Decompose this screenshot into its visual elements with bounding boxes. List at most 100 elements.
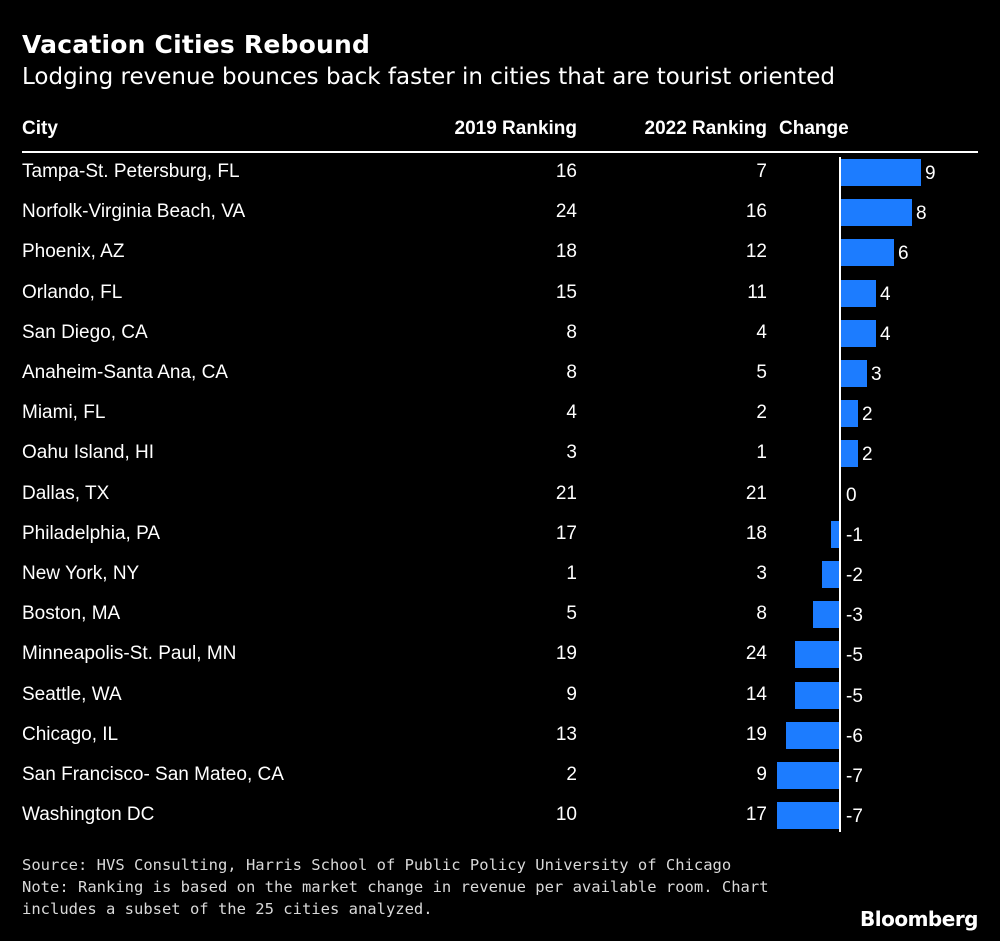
footer: Source: HVS Consulting, Harris School of… (22, 854, 769, 920)
change-label: 2 (862, 444, 873, 466)
change-label: 0 (846, 484, 857, 506)
change-label: -3 (846, 605, 863, 627)
ranking-2019: 18 (555, 241, 577, 263)
source-note: Source: HVS Consulting, Harris School of… (22, 856, 732, 874)
change-label: 9 (925, 163, 936, 184)
city-name: Minneapolis-St. Paul, MN (22, 643, 237, 665)
table-row: Boston, MA 5 8 -3 (0, 594, 1000, 634)
ranking-2022: 3 (756, 563, 767, 584)
change-label: -5 (846, 645, 863, 667)
city-name: Washington DC (22, 804, 155, 826)
change-bar (813, 601, 840, 629)
chart-subtitle: Lodging revenue bounces back faster in c… (22, 64, 835, 90)
city-name: Boston, MA (22, 603, 121, 625)
ranking-2019: 5 (566, 603, 577, 625)
change-label: -7 (846, 766, 863, 787)
zero-baseline (839, 157, 841, 832)
header-change: Change (779, 118, 849, 139)
header-2019-ranking: 2019 Ranking (454, 118, 578, 139)
table-row: Miami, FL 4 2 2 (0, 393, 1000, 433)
change-bar (822, 561, 840, 588)
ranking-2019: 21 (555, 482, 577, 504)
city-name: Tampa-St. Petersburg, FL (22, 161, 240, 182)
note-line-2: includes a subset of the 25 cities analy… (22, 900, 433, 918)
ranking-2022: 16 (745, 201, 767, 223)
ranking-2022: 1 (756, 442, 767, 464)
ranking-2022: 24 (745, 643, 767, 665)
ranking-2022: 8 (756, 603, 767, 625)
table-row: Orlando, FL 15 11 4 (0, 273, 1000, 313)
table-row: San Francisco- San Mateo, CA 2 9 -7 (0, 755, 1000, 795)
ranking-2019: 13 (555, 723, 577, 745)
city-name: Phoenix, AZ (22, 241, 125, 263)
change-label: -2 (846, 565, 863, 586)
change-label: -7 (846, 806, 863, 828)
ranking-2022: 4 (756, 321, 767, 343)
ranking-2022: 11 (747, 281, 767, 303)
header-rule (22, 151, 978, 153)
city-name: San Francisco- San Mateo, CA (22, 764, 284, 785)
ranking-2022: 21 (745, 482, 767, 504)
table-row: Norfolk-Virginia Beach, VA 24 16 8 (0, 192, 1000, 232)
ranking-2019: 17 (555, 522, 577, 544)
change-bar (795, 641, 840, 669)
ranking-2022: 9 (756, 764, 767, 785)
table-row: San Diego, CA 8 4 4 (0, 313, 1000, 353)
ranking-2019: 16 (555, 161, 577, 182)
header-2022-ranking: 2022 Ranking (644, 118, 768, 139)
city-name: Miami, FL (22, 402, 106, 424)
chart-title: Vacation Cities Rebound (22, 30, 371, 59)
city-name: Philadelphia, PA (22, 522, 161, 544)
change-label: 4 (880, 283, 891, 305)
table-row: Washington DC 10 17 -7 (0, 795, 1000, 835)
change-bar (795, 681, 840, 709)
ranking-2019: 8 (566, 321, 577, 343)
table-row: Phoenix, AZ 18 12 6 (0, 232, 1000, 272)
ranking-2019: 15 (555, 281, 577, 303)
ranking-2022: 17 (745, 804, 767, 826)
table-row: Oahu Island, HI 3 1 2 (0, 433, 1000, 473)
change-bar (786, 721, 840, 749)
city-name: Orlando, FL (22, 281, 123, 303)
ranking-2019: 4 (566, 402, 577, 424)
city-name: Norfolk-Virginia Beach, VA (22, 201, 246, 223)
change-label: -1 (846, 524, 863, 546)
ranking-2022: 14 (745, 683, 767, 705)
ranking-2019: 2 (566, 764, 577, 785)
change-bar (831, 520, 840, 548)
table-row: Anaheim-Santa Ana, CA 8 5 3 (0, 353, 1000, 393)
change-bar (840, 319, 876, 347)
table-row: Chicago, IL 13 19 -6 (0, 715, 1000, 755)
ranking-2022: 7 (756, 161, 767, 182)
ranking-2019: 10 (555, 804, 577, 826)
change-bar (777, 802, 840, 830)
table-row: Tampa-St. Petersburg, FL 16 7 9 (0, 152, 1000, 192)
change-label: 2 (862, 404, 873, 426)
ranking-2019: 19 (555, 643, 577, 665)
ranking-2022: 18 (745, 522, 767, 544)
note-line-1: Note: Ranking is based on the market cha… (22, 878, 769, 896)
table-row: New York, NY 1 3 -2 (0, 554, 1000, 594)
table-row: Dallas, TX 21 21 0 (0, 474, 1000, 514)
change-label: 3 (871, 364, 882, 385)
change-label: -5 (846, 685, 863, 707)
table-row: Seattle, WA 9 14 -5 (0, 675, 1000, 715)
ranking-2022: 19 (745, 723, 767, 745)
change-bar (840, 360, 867, 387)
change-bar (840, 279, 876, 307)
city-name: Dallas, TX (22, 482, 110, 504)
change-label: -6 (846, 725, 863, 747)
change-bar (840, 159, 921, 186)
ranking-2022: 2 (756, 402, 767, 424)
city-name: San Diego, CA (22, 321, 148, 343)
city-name: Seattle, WA (22, 683, 122, 705)
ranking-2019: 3 (566, 442, 577, 464)
change-bar (840, 239, 894, 267)
change-bar (777, 762, 840, 789)
change-label: 4 (880, 323, 891, 345)
ranking-2022: 5 (756, 362, 767, 383)
header-city: City (22, 118, 58, 139)
ranking-2019: 24 (555, 201, 577, 223)
city-name: Oahu Island, HI (22, 442, 155, 464)
bloomberg-logo: Bloomberg (860, 907, 978, 931)
